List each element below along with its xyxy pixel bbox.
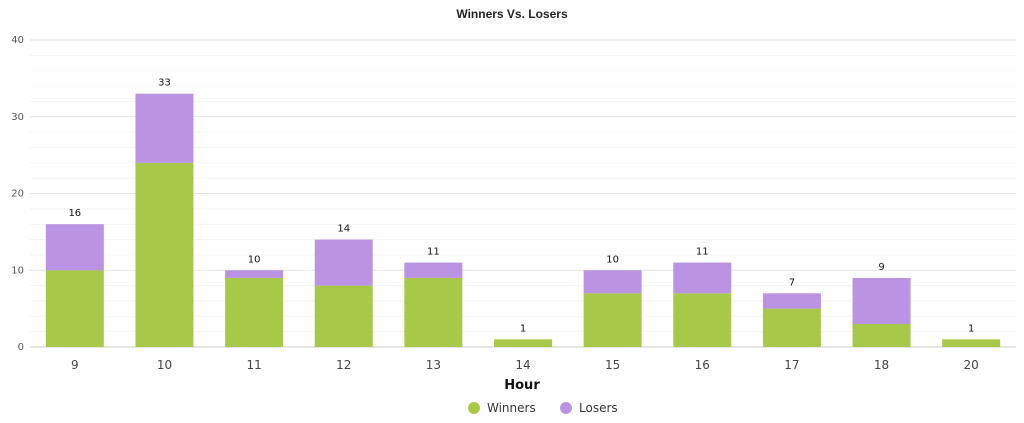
bars [45, 93, 1001, 347]
x-tick-label-17: 17 [784, 358, 799, 372]
total-label-17: 7 [789, 277, 795, 288]
x-tick-label-20: 20 [964, 358, 979, 372]
bar-segment-losers-10 [135, 93, 194, 163]
bar-segment-winners-10 [135, 162, 194, 347]
x-axis-ticks: 9 10 11 12 13 14 15 16 17 18 20 [71, 358, 979, 372]
total-label-9: 16 [68, 208, 81, 219]
total-label-16: 11 [696, 247, 709, 258]
x-tick-label-12: 12 [336, 358, 351, 372]
total-label-13: 11 [427, 247, 440, 258]
bar-segment-winners-12 [314, 285, 373, 347]
y-tick-label: 10 [11, 265, 24, 276]
bar-segment-losers-12 [314, 239, 373, 286]
x-axis-title: Hour [504, 378, 540, 393]
x-tick-label-18: 18 [874, 358, 889, 372]
bar-segment-winners-15 [583, 293, 642, 347]
bar-segment-winners-9 [45, 270, 104, 347]
y-tick-label: 40 [11, 35, 24, 46]
x-tick-label-11: 11 [246, 358, 261, 372]
total-label-15: 10 [606, 254, 619, 265]
bar-segment-winners-17 [762, 308, 821, 347]
bar-segment-losers-15 [583, 270, 642, 294]
bar-segment-losers-13 [404, 262, 463, 278]
bar-segment-losers-18 [852, 277, 911, 324]
y-tick-label: 20 [11, 189, 24, 200]
bar-segment-winners-11 [225, 277, 284, 347]
total-label-14: 1 [520, 323, 526, 334]
bar-segment-losers-17 [762, 293, 821, 309]
x-tick-label-10: 10 [157, 358, 172, 372]
bar-segment-winners-14 [494, 339, 552, 347]
legend-swatch-winners [468, 402, 480, 414]
chart-title: Winners Vs. Losers [456, 7, 568, 21]
bar-segment-winners-18 [852, 323, 911, 347]
legend-label-losers: Losers [579, 401, 618, 415]
bar-segment-losers-9 [45, 224, 104, 271]
total-label-12: 14 [337, 224, 350, 235]
total-label-10: 33 [158, 78, 171, 89]
x-tick-label-9: 9 [71, 358, 79, 372]
legend: Winners Losers [468, 401, 618, 415]
bar-segment-winners-16 [673, 293, 732, 347]
y-tick-label: 30 [11, 112, 24, 123]
gridlines [30, 39, 1016, 348]
bar-segment-winners-13 [404, 277, 463, 347]
x-tick-label-15: 15 [605, 358, 620, 372]
total-label-20: 1 [968, 323, 974, 334]
legend-label-winners: Winners [487, 401, 536, 415]
bar-segment-losers-16 [673, 262, 732, 294]
legend-swatch-losers [560, 402, 572, 414]
total-label-18: 9 [878, 262, 884, 273]
y-axis-ticks: 0 10 20 30 40 [11, 35, 24, 353]
y-tick-label: 0 [18, 342, 24, 353]
x-tick-label-16: 16 [695, 358, 710, 372]
bar-segment-winners-20 [942, 339, 1001, 347]
x-tick-label-14: 14 [515, 358, 530, 372]
total-label-11: 10 [248, 254, 261, 265]
bar-segment-losers-11 [225, 270, 284, 278]
x-tick-label-13: 13 [426, 358, 441, 372]
